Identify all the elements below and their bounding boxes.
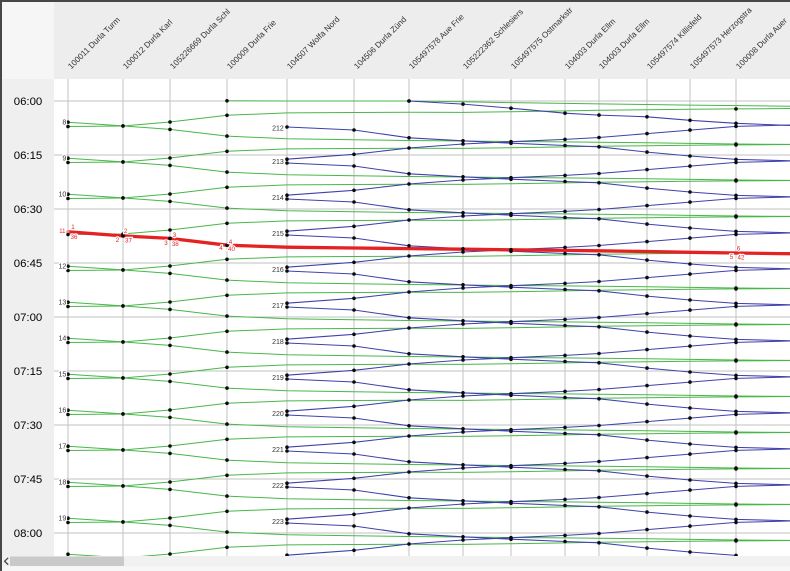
svg-text:06:45: 06:45 bbox=[14, 258, 43, 270]
svg-text:07:00: 07:00 bbox=[14, 312, 43, 324]
svg-text:2: 2 bbox=[116, 237, 120, 244]
svg-text:3: 3 bbox=[164, 240, 168, 247]
svg-text:06:00: 06:00 bbox=[14, 96, 43, 108]
svg-text:10: 10 bbox=[59, 192, 67, 199]
svg-text:36: 36 bbox=[71, 234, 78, 241]
svg-text:212: 212 bbox=[272, 125, 284, 132]
svg-text:8: 8 bbox=[62, 120, 66, 127]
svg-text:40: 40 bbox=[228, 246, 235, 253]
svg-text:19: 19 bbox=[59, 516, 67, 523]
svg-text:07:15: 07:15 bbox=[14, 366, 43, 378]
svg-text:16: 16 bbox=[59, 408, 67, 415]
svg-text:07:30: 07:30 bbox=[14, 420, 43, 432]
svg-text:12: 12 bbox=[59, 264, 67, 271]
svg-text:213: 213 bbox=[272, 159, 284, 166]
svg-text:1: 1 bbox=[71, 224, 75, 231]
svg-text:222: 222 bbox=[272, 483, 284, 490]
svg-text:221: 221 bbox=[272, 447, 284, 454]
svg-text:06:15: 06:15 bbox=[14, 150, 43, 162]
svg-text:6: 6 bbox=[737, 245, 741, 252]
svg-text:5: 5 bbox=[730, 254, 734, 261]
svg-text:217: 217 bbox=[272, 303, 284, 310]
svg-text:214: 214 bbox=[272, 195, 284, 202]
svg-text:37: 37 bbox=[125, 237, 132, 244]
svg-text:18: 18 bbox=[59, 480, 67, 487]
svg-text:38: 38 bbox=[172, 241, 179, 248]
svg-text:9: 9 bbox=[62, 156, 66, 163]
svg-text:218: 218 bbox=[272, 339, 284, 346]
svg-text:42: 42 bbox=[738, 255, 745, 262]
svg-text:219: 219 bbox=[272, 375, 284, 382]
svg-text:13: 13 bbox=[59, 300, 67, 307]
svg-text:215: 215 bbox=[272, 231, 284, 238]
svg-text:08:00: 08:00 bbox=[14, 528, 43, 540]
svg-text:17: 17 bbox=[59, 444, 67, 451]
svg-text:220: 220 bbox=[272, 411, 284, 418]
svg-text:2: 2 bbox=[124, 228, 128, 235]
svg-text:4: 4 bbox=[219, 245, 223, 252]
svg-text:11: 11 bbox=[59, 229, 66, 235]
svg-text:223: 223 bbox=[272, 519, 284, 526]
svg-text:3: 3 bbox=[173, 232, 177, 239]
svg-text:06:30: 06:30 bbox=[14, 204, 43, 216]
svg-text:07:45: 07:45 bbox=[14, 474, 43, 486]
svg-text:216: 216 bbox=[272, 267, 284, 274]
svg-text:4: 4 bbox=[229, 239, 233, 246]
svg-text:14: 14 bbox=[59, 336, 67, 343]
svg-text:15: 15 bbox=[59, 372, 67, 379]
